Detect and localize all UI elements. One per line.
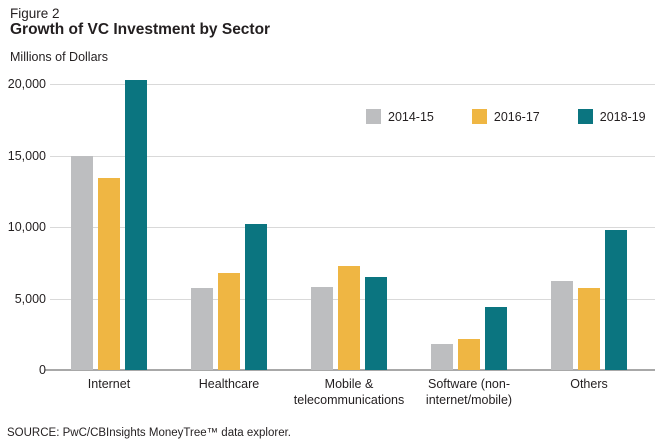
- y-tick-label: 0: [39, 363, 46, 377]
- bar-2018-19-mobile-telecommunications: [365, 277, 387, 370]
- y-tick-label: 15,000: [7, 149, 46, 163]
- bar-2018-19-others: [605, 229, 627, 370]
- legend-swatch-icon: [471, 109, 487, 124]
- bar-2014-15-internet: [71, 155, 93, 370]
- y-axis-title: Millions of Dollars: [10, 50, 108, 64]
- legend-item-2014-15: 2014-15: [366, 109, 434, 124]
- bar-2016-17-mobile-telecommunications: [338, 265, 360, 370]
- legend-item-2016-17: 2016-17: [471, 109, 540, 124]
- bar-2014-15-software-non-internet-mobile-: [431, 344, 453, 370]
- legend-swatch-icon: [366, 109, 381, 124]
- gridline: [50, 84, 655, 85]
- bar-2014-15-others: [551, 281, 573, 370]
- bar-2018-19-software-non-internet-mobile-: [485, 307, 507, 370]
- source-note: SOURCE: PwC/CBInsights MoneyTree™ data e…: [7, 427, 291, 439]
- x-tick-label: Software (non-internet/mobile): [425, 377, 513, 407]
- gridline: [50, 227, 655, 228]
- bar-2014-15-mobile-telecommunications: [311, 287, 333, 370]
- bar-2018-19-healthcare: [245, 224, 267, 370]
- bar-2014-15-healthcare: [191, 288, 213, 370]
- figure-label: Figure 2: [10, 6, 60, 21]
- x-tick-label: Internet: [87, 377, 131, 391]
- x-axis-line: [45, 369, 655, 371]
- x-tick-label: Healthcare: [198, 377, 260, 391]
- y-tick-label: 10,000: [7, 220, 46, 234]
- bar-2016-17-software-non-internet-mobile-: [458, 338, 480, 370]
- x-tick-label: Mobile & telecommunications: [293, 377, 405, 407]
- x-tick-label: Others: [570, 377, 608, 391]
- bar-2018-19-internet: [125, 79, 147, 370]
- legend-label: 2014-15: [388, 109, 434, 124]
- y-tick-label: 5,000: [14, 292, 46, 306]
- legend: 2014-15 2016-17 2018-19: [366, 109, 646, 124]
- legend-label: 2018-19: [599, 109, 646, 124]
- gridline: [50, 156, 655, 157]
- legend-label: 2016-17: [493, 109, 540, 124]
- legend-swatch-icon: [577, 109, 593, 124]
- legend-item-2018-19: 2018-19: [577, 109, 646, 124]
- y-tick-label: 20,000: [7, 77, 46, 91]
- bar-2016-17-others: [578, 288, 600, 370]
- bar-2016-17-internet: [98, 178, 120, 370]
- bar-2016-17-healthcare: [218, 272, 240, 370]
- chart-title: Growth of VC Investment by Sector: [10, 21, 271, 38]
